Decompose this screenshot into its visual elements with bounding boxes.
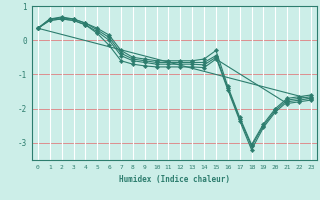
X-axis label: Humidex (Indice chaleur): Humidex (Indice chaleur) bbox=[119, 175, 230, 184]
